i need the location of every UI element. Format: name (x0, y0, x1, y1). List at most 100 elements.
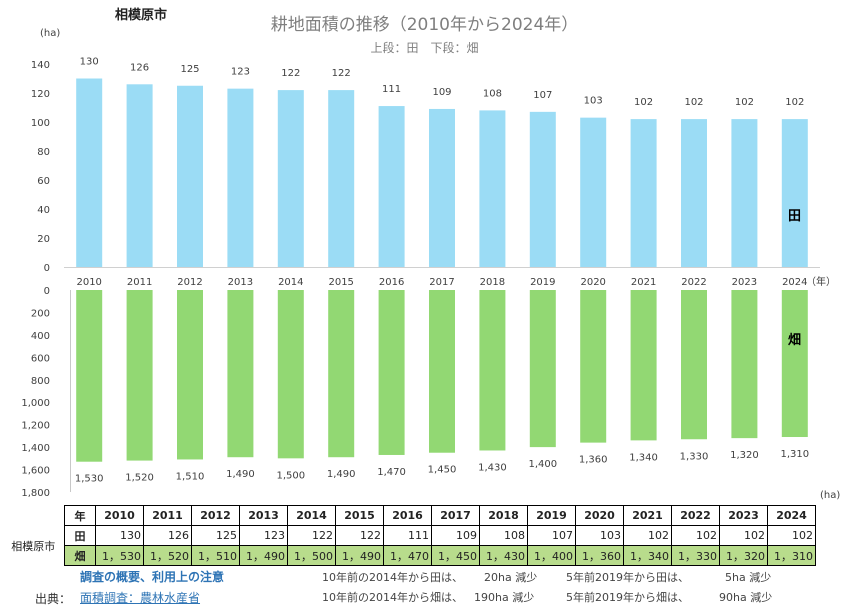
bar-field-2020 (580, 290, 607, 443)
bar-field-2024 (781, 290, 808, 438)
table-cell: 1，500 (287, 545, 336, 566)
bar-field-2012 (177, 290, 203, 460)
x-tick-2021: 2021 (631, 277, 656, 288)
data-table: 年 2010 2011 2012 2013 2014 2015 2016 2017 2018 201… (2, 505, 816, 566)
bar-paddy-2024 (781, 119, 808, 267)
bar-paddy-2021 (630, 119, 657, 267)
data-label-field-2017: 1,450 (428, 465, 457, 476)
note-field-5y-value: 90ha 減少 (719, 591, 773, 604)
bar-paddy-2022 (681, 119, 707, 267)
source-label: 出典： (35, 592, 72, 606)
y-tick-field: 400 (31, 331, 50, 342)
x-tick-2013: 2013 (228, 277, 253, 288)
bar-paddy-2019 (529, 111, 556, 267)
table-cell: 108 (479, 525, 528, 546)
table-year-cell: 2018 (479, 505, 528, 526)
data-label-paddy-2020: 103 (584, 96, 603, 107)
y-tick-field: 0 (44, 286, 50, 297)
table-cell: 102 (671, 525, 720, 546)
bar-paddy-2020 (580, 117, 607, 268)
table-cell: 1，490 (239, 545, 288, 566)
data-label-field-2018: 1,430 (478, 462, 507, 473)
table-cell: 102 (719, 525, 768, 546)
data-label-field-2023: 1,320 (730, 450, 759, 461)
bar-paddy-2018 (479, 110, 506, 268)
y-tick-paddy: 100 (31, 118, 50, 129)
bar-paddy-2016 (378, 106, 405, 267)
source-link[interactable]: 面積調査：農林水産省 (80, 591, 201, 605)
bar-paddy-2017 (429, 108, 455, 267)
bar-field-2013 (227, 290, 254, 458)
table-corner (2, 505, 65, 526)
table-header-row: 年 2010 2011 2012 2013 2014 2015 2016 2017 2018 201… (2, 505, 816, 526)
y-tick-field: 1,600 (21, 466, 50, 477)
note-field-10y-value: 190ha 減少 (474, 591, 535, 604)
table-cell: 1，330 (671, 545, 720, 566)
data-label-paddy-2016: 111 (382, 84, 401, 95)
bar-field-2022 (681, 290, 707, 440)
table-row: 相模原市田 130 126 125 123 122 122 111 109 108 107 103 10… (3, 525, 816, 553)
series-label-field: 畑 (788, 333, 801, 348)
table-cell: 1，340 (623, 545, 672, 566)
note-paddy-5y: 5年前2019年から田は、 (566, 571, 689, 584)
table-cell: 1，310 (767, 545, 816, 566)
chart-subtitle: 上段：田 下段：畑 (370, 41, 479, 55)
y-tick-paddy: 140 (31, 60, 50, 71)
table-year-cell: 2022 (671, 505, 720, 526)
bar-paddy-2014 (277, 90, 304, 267)
bar-field-2010 (76, 290, 103, 462)
series-label-paddy: 田 (788, 209, 801, 224)
table-year-cell: 2016 (383, 505, 432, 526)
table-cell: 130 (95, 525, 144, 546)
data-label-paddy-2023: 102 (735, 97, 754, 108)
table-year-cell: 2024 (767, 505, 816, 526)
bar-field-2011 (126, 290, 153, 461)
bar-field-2014 (277, 290, 304, 459)
table-row-label: 畑 (64, 545, 96, 566)
data-label-paddy-2012: 125 (180, 64, 199, 75)
x-tick-2020: 2020 (580, 277, 605, 288)
table-cell: 126 (143, 525, 192, 546)
farmland-chart: 0 20 40 60 80 100 120 140 (ha) 130 126 125 123 122 122… (21, 28, 840, 501)
y-tick-field: 1,400 (21, 443, 50, 454)
x-tick-2016: 2016 (379, 277, 404, 288)
x-tick-2023: 2023 (732, 277, 757, 288)
x-tick-2019: 2019 (530, 277, 555, 288)
data-label-paddy-2011: 126 (130, 62, 149, 73)
bar-field-2018 (479, 290, 506, 451)
bar-field-2015 (328, 290, 355, 458)
y-tick-paddy: 40 (37, 205, 50, 216)
survey-notes-link[interactable]: 調査の概要、利用上の注意 (80, 570, 225, 584)
table-cell: 107 (527, 525, 576, 546)
x-tick-2015: 2015 (328, 277, 353, 288)
data-label-field-2016: 1,470 (377, 467, 406, 478)
table-cell: 109 (431, 525, 480, 546)
table-cell: 123 (239, 525, 288, 546)
bar-paddy-2012 (177, 85, 203, 267)
bar-field-2023 (731, 290, 758, 439)
x-tick-2010: 2010 (76, 277, 101, 288)
table-cell: 1，530 (95, 545, 144, 566)
x-tick-2014: 2014 (278, 277, 303, 288)
data-label-paddy-2013: 123 (231, 67, 250, 78)
y-tick-paddy: 120 (31, 89, 50, 100)
table-city-label: 相模原市 (11, 539, 56, 553)
table-row-label: 田 (64, 525, 96, 546)
table-cell: 1，320 (719, 545, 768, 566)
table-cell: 1，520 (143, 545, 192, 566)
y-tick-field: 1,200 (21, 421, 50, 432)
table-cell: 122 (335, 525, 384, 546)
data-label-field-2010: 1,530 (75, 474, 104, 485)
bar-paddy-2023 (731, 119, 758, 267)
table-cell: 102 (623, 525, 672, 546)
note-field-10y: 10年前の2014年から畑は、 (322, 591, 463, 604)
data-label-paddy-2015: 122 (332, 68, 351, 79)
x-unit-label: （年） (806, 275, 836, 288)
data-label-field-2024: 1,310 (780, 449, 809, 460)
table-year-cell: 2011 (143, 505, 192, 526)
table-cell: 1，400 (527, 545, 576, 566)
y-tick-field: 600 (31, 353, 50, 364)
data-label-paddy-2019: 107 (533, 90, 552, 101)
table-year-cell: 2023 (719, 505, 768, 526)
data-label-field-2013: 1,490 (226, 469, 255, 480)
